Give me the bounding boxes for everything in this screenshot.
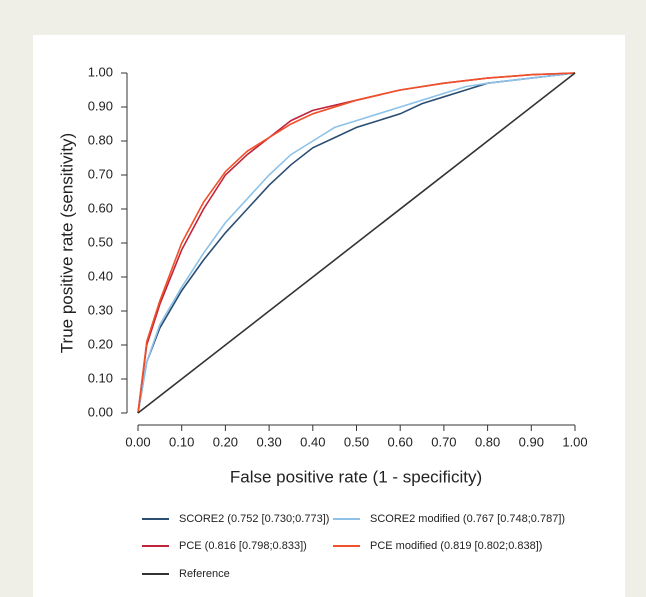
y-tick-label: 0.00 [88, 404, 113, 419]
y-tick-label: 0.80 [88, 132, 113, 147]
y-axis-title: True positive rate (sensitivity) [57, 133, 76, 353]
legend-label: PCE modified (0.819 [0.802;0.838]) [370, 540, 542, 552]
roc-line [137, 72, 576, 414]
y-tick-label: 0.50 [88, 234, 113, 249]
x-tick-label: 0.80 [475, 434, 500, 449]
y-tick-label: 0.70 [88, 166, 113, 181]
x-tick-label: 0.60 [388, 434, 413, 449]
y-tick-label: 1.00 [88, 64, 113, 79]
legend-label: SCORE2 modified (0.767 [0.748;0.787]) [370, 513, 565, 525]
x-tick-label: 0.30 [256, 434, 281, 449]
x-tick-label: 0.20 [213, 434, 238, 449]
roc-line [137, 72, 576, 414]
y-tick-label: 0.40 [88, 268, 113, 283]
legend-label: Reference [179, 568, 230, 580]
legend-label: PCE (0.816 [0.798;0.833]) [179, 540, 307, 552]
x-tick-label: 0.90 [519, 434, 544, 449]
x-tick-label: 0.00 [125, 434, 150, 449]
x-tick-label: 0.50 [344, 434, 369, 449]
y-tick-label: 0.60 [88, 200, 113, 215]
y-tick-label: 0.20 [88, 336, 113, 351]
roc-line [137, 72, 576, 414]
x-tick-label: 0.40 [300, 434, 325, 449]
x-tick-label: 0.70 [431, 434, 456, 449]
x-tick-label: 0.10 [169, 434, 194, 449]
y-tick-label: 0.30 [88, 302, 113, 317]
legend-label: SCORE2 (0.752 [0.730;0.773]) [179, 513, 329, 525]
panel [33, 35, 625, 597]
roc-line [137, 72, 576, 414]
x-axis-title: False positive rate (1 - specificity) [230, 467, 482, 486]
x-tick-label: 1.00 [562, 434, 587, 449]
y-tick-label: 0.10 [88, 370, 113, 385]
y-tick-label: 0.90 [88, 98, 113, 113]
